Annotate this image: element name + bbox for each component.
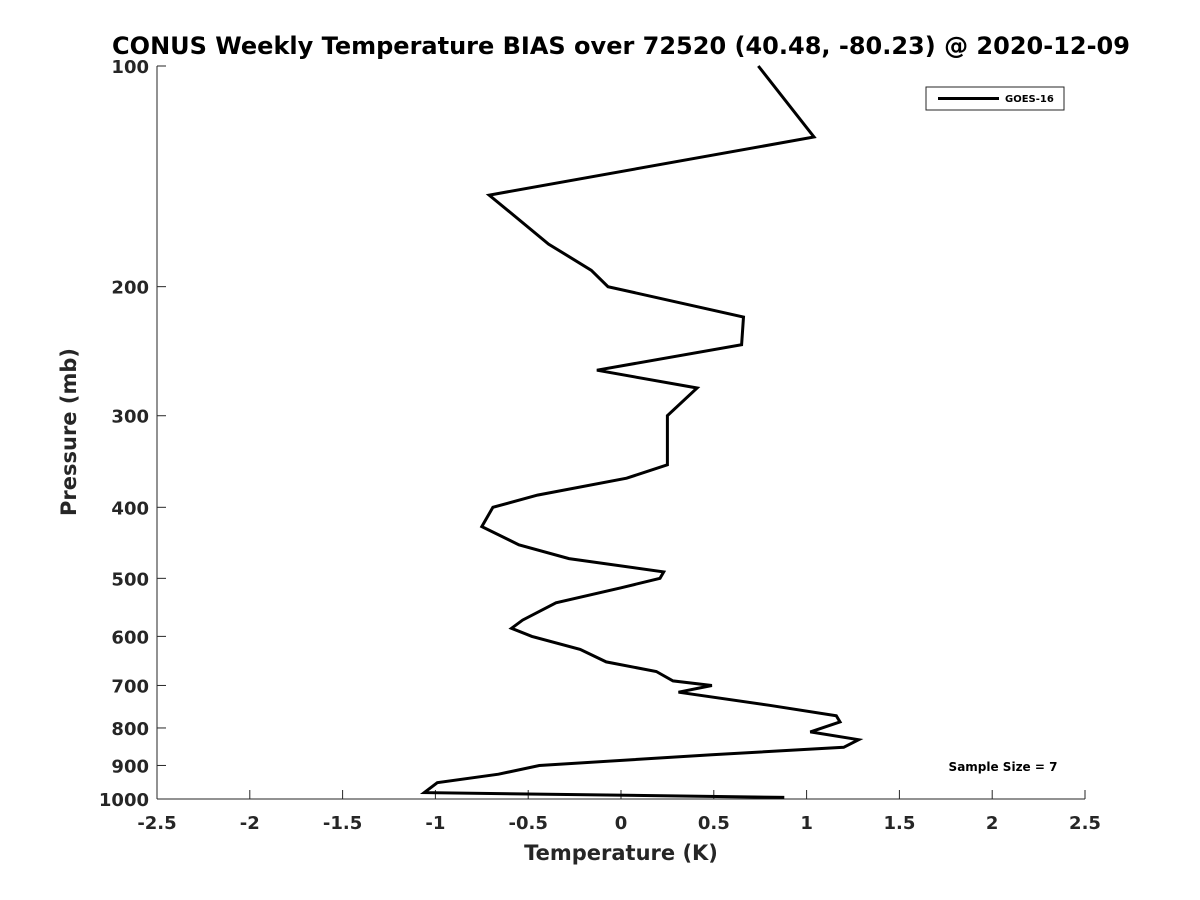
y-tick-label: 500 [111, 569, 149, 590]
x-tick-label: -2 [240, 813, 260, 834]
y-tick-label: 300 [111, 407, 149, 428]
x-tick-label: 2 [986, 813, 999, 834]
y-tick-label: 600 [111, 627, 149, 648]
x-tick-label: 1.5 [883, 813, 915, 834]
y-tick-label: 1000 [99, 790, 149, 811]
series-layer [419, 65, 864, 799]
x-tick-label: -1.5 [323, 813, 362, 834]
legend: GOES-16 [925, 86, 1065, 111]
x-tick-label: 0.5 [698, 813, 730, 834]
sample-size-annotation: Sample Size = 7 [949, 760, 1058, 774]
legend-label-goes-16: GOES-16 [1005, 94, 1054, 105]
y-tick-label: 400 [111, 498, 149, 519]
chart-title: CONUS Weekly Temperature BIAS over 72520… [112, 32, 1130, 60]
x-tick-label: -1 [425, 813, 445, 834]
x-tick-label: 1 [800, 813, 813, 834]
y-tick-label: 200 [111, 278, 149, 299]
y-axis-label: Pressure (mb) [57, 348, 81, 516]
x-axis-label: Temperature (K) [524, 841, 718, 865]
x-tick-label: 2.5 [1069, 813, 1101, 834]
x-tick-label: 0 [615, 813, 628, 834]
y-tick-label: 800 [111, 719, 149, 740]
y-tick-label: 100 [111, 57, 149, 78]
x-tick-label: -0.5 [509, 813, 548, 834]
y-tick-label: 900 [111, 756, 149, 777]
x-tick-label: -2.5 [137, 813, 176, 834]
y-tick-label: 700 [111, 676, 149, 697]
series-line-goes-16 [419, 65, 864, 799]
y-ticks: 100 200 300 400 500 600 700 800 900 1000 [99, 57, 166, 811]
x-ticks: -2.5 -2 -1.5 -1 -0.5 0 0.5 1 1.5 2 2.5 [137, 790, 1101, 834]
